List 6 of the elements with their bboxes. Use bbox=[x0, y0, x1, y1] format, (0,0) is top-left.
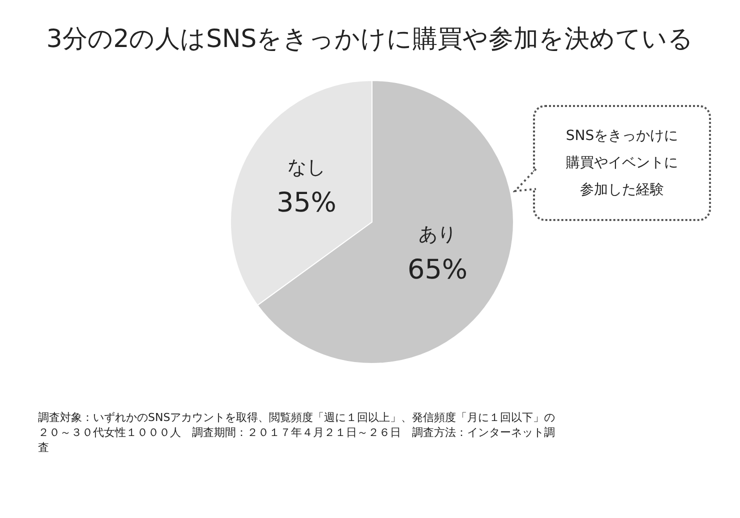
data-label: 35% bbox=[276, 188, 336, 219]
chart-title: 3分の2の人はSNSをきっかけに購買や参加を決めている bbox=[45, 23, 695, 55]
slice-label: あり bbox=[418, 223, 457, 246]
text: 調査対象：いずれかのSNSアカウントを取得、閲覧頻度「週に１回以上」、発信頻度「月に１回以下」の２０～３０代女性１０００人 調査期間：２０１７年４月２１日～２６日 調査方法：インターネット調査 bbox=[38, 410, 556, 455]
slice-label: なし bbox=[287, 156, 326, 179]
data-label: 65% bbox=[408, 254, 468, 286]
